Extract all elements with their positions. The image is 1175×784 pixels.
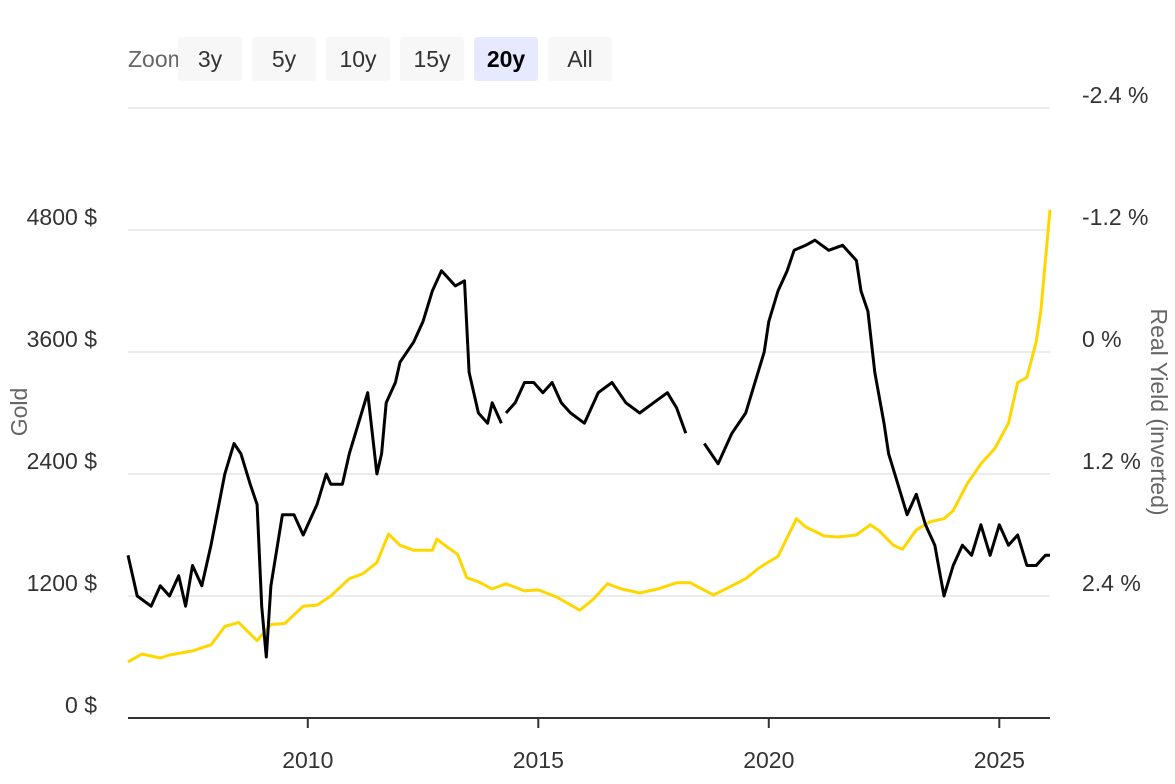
right-tick-label: -2.4 % <box>1082 82 1148 108</box>
real-yield-line <box>703 238 1050 598</box>
zoom-button-3y[interactable]: 3y <box>178 37 242 81</box>
left-axis-ticks: 0 $ 1200 $ 2400 $ 3600 $ 4800 $ <box>27 204 98 718</box>
zoom-button-all[interactable]: All <box>548 37 612 81</box>
grid-lines <box>128 107 1050 719</box>
left-axis-title: Gold <box>6 388 32 437</box>
zoom-button-5y[interactable]: 5y <box>252 37 316 81</box>
zoom-button-10y[interactable]: 10y <box>326 37 390 81</box>
zoom-button-15y[interactable]: 15y <box>400 37 464 81</box>
real-yield-line <box>126 269 503 659</box>
x-tick-label: 2020 <box>743 747 794 773</box>
series-lines <box>126 209 1052 664</box>
left-tick-label: 4800 $ <box>27 204 98 230</box>
gold-price-line <box>127 209 1052 664</box>
left-tick-label: 0 $ <box>65 692 97 718</box>
zoom-label: Zoom <box>128 45 178 72</box>
real-yield-line <box>504 381 688 434</box>
zoom-bar: Zoom 3y 5y 10y 15y 20y All <box>128 37 622 81</box>
left-tick-label: 1200 $ <box>27 570 98 596</box>
left-tick-label: 3600 $ <box>27 326 98 352</box>
right-tick-label: 2.4 % <box>1082 570 1141 596</box>
x-tick-label: 2025 <box>974 747 1025 773</box>
right-axis-title: Real Yield (inverted) <box>1146 308 1172 515</box>
left-tick-label: 2400 $ <box>27 448 98 474</box>
right-tick-label: 0 % <box>1082 326 1122 352</box>
zoom-button-20y[interactable]: 20y <box>474 37 538 81</box>
x-axis-ticks: 2010 2015 2020 2025 <box>282 718 1025 773</box>
x-tick-label: 2010 <box>282 747 333 773</box>
right-tick-label: -1.2 % <box>1082 204 1148 230</box>
right-tick-label: 1.2 % <box>1082 448 1141 474</box>
x-tick-label: 2015 <box>513 747 564 773</box>
right-axis-ticks: -2.4 % -1.2 % 0 % 1.2 % 2.4 % <box>1082 82 1148 596</box>
